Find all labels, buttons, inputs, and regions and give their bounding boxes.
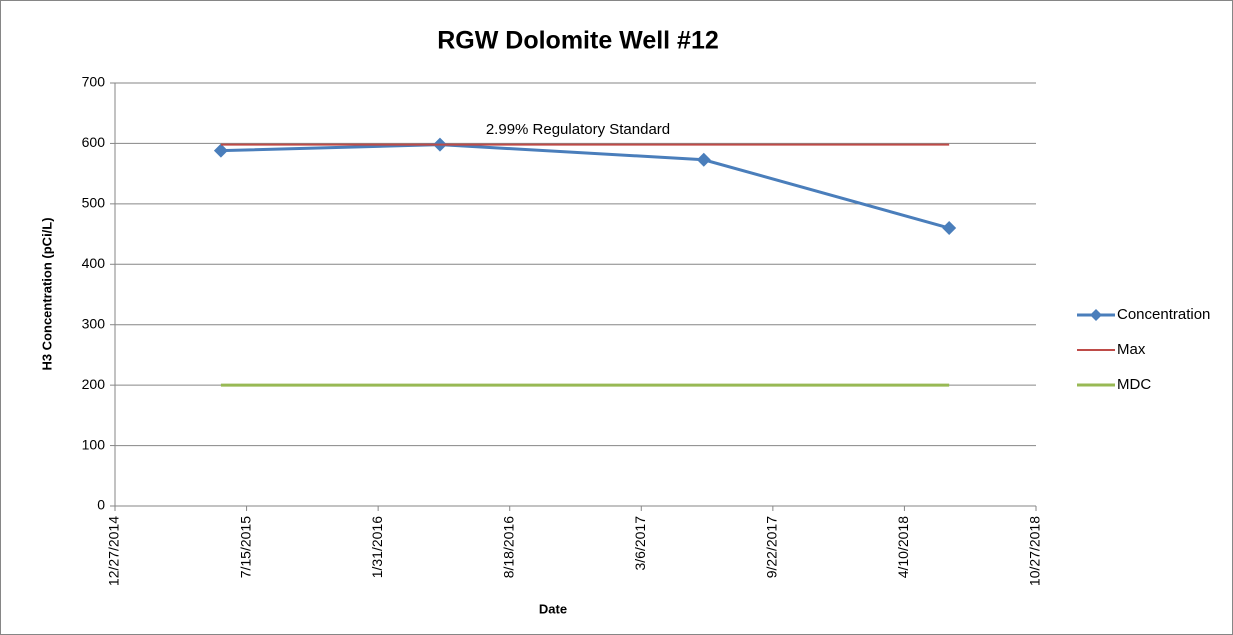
legend-marker [1090,309,1102,321]
point [696,152,711,167]
y-tick-label: 200 [82,376,106,392]
x-tick-label: 1/31/2016 [369,516,385,578]
y-tick-label: 0 [97,497,105,513]
y-tick-label: 600 [82,134,106,150]
y-tick-label: 400 [82,255,106,271]
y-tick-label: 100 [82,436,106,452]
y-tick-label: 700 [82,74,106,90]
legend-label: MDC [1117,376,1151,393]
chart-title: RGW Dolomite Well #12 [437,27,719,55]
y-axis-label: H3 Concentration (pCi/L) [39,217,54,370]
y-tick-label: 500 [82,195,106,211]
x-tick-label: 9/22/2017 [764,516,780,578]
x-tick-label: 12/27/2014 [106,516,122,586]
annotation: 2.99% Regulatory Standard [486,121,670,138]
x-tick-label: 8/18/2016 [500,516,516,578]
x-tick-label: 4/10/2018 [895,516,911,578]
legend-label: Concentration [1117,306,1210,323]
x-tick-label: 7/15/2015 [237,516,253,578]
x-tick-label: 3/6/2017 [632,516,648,571]
series-line [220,143,950,230]
point [942,221,957,236]
legend-label: Max [1117,341,1146,358]
x-tick-label: 10/27/2018 [1027,516,1043,586]
y-tick-label: 300 [82,315,106,331]
point [213,143,228,158]
x-axis-label: Date [539,601,567,616]
